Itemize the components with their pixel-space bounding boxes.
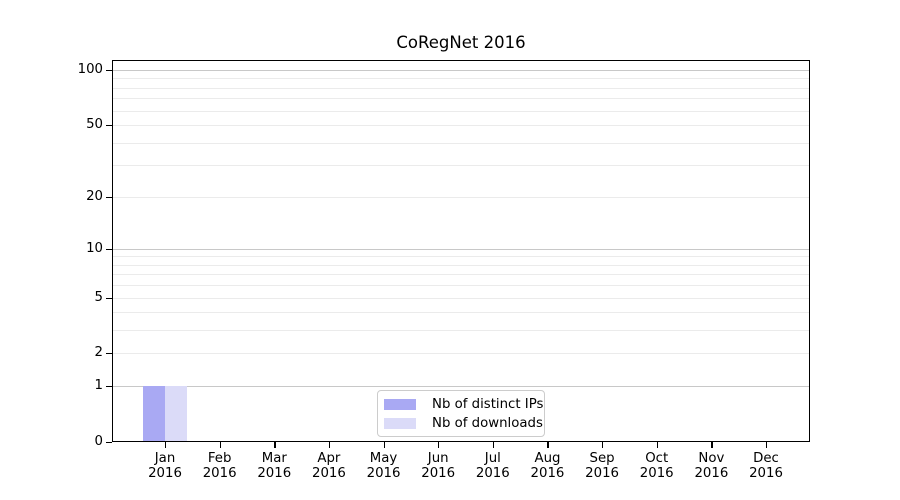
- gridline-minor: [113, 264, 809, 266]
- y-tick-label: 50: [86, 117, 103, 133]
- y-tick-label: 10: [86, 240, 103, 256]
- x-tick-mark: [165, 442, 167, 448]
- gridline-minor: [113, 110, 809, 112]
- y-tick-mark: [106, 197, 112, 199]
- legend: Nb of distinct IPs Nb of downloads: [377, 390, 545, 437]
- gridline-minor: [113, 256, 809, 258]
- x-tick-mark: [219, 442, 221, 448]
- x-tick-label: Dec 2016: [749, 451, 783, 481]
- x-tick-label: Jan 2016: [148, 451, 182, 481]
- gridline-major: [113, 70, 809, 71]
- gridline-minor: [113, 196, 809, 198]
- chart-title: CoRegNet 2016: [396, 33, 526, 52]
- y-tick-label: 1: [94, 378, 103, 394]
- legend-item-distinct-ips: Nb of distinct IPs: [384, 397, 543, 412]
- bar-downloads: [165, 386, 187, 441]
- x-tick-mark: [438, 442, 440, 448]
- y-tick-label: 20: [86, 188, 103, 204]
- legend-label-downloads: Nb of downloads: [432, 415, 543, 431]
- x-tick-mark: [328, 442, 331, 448]
- x-tick-mark: [711, 442, 713, 448]
- x-tick-mark: [656, 442, 659, 448]
- x-tick-mark: [274, 442, 276, 448]
- x-tick-label: Jul 2016: [475, 451, 510, 481]
- y-tick-mark: [106, 70, 112, 72]
- y-tick-mark: [106, 442, 112, 444]
- y-tick-label: 5: [94, 289, 103, 305]
- y-tick-mark: [106, 125, 112, 127]
- y-tick-mark: [106, 386, 112, 388]
- gridline-major: [113, 386, 809, 388]
- gridline-minor: [113, 297, 809, 299]
- gridline-minor: [113, 78, 809, 80]
- gridline-minor: [113, 353, 809, 355]
- x-tick-label: Mar 2016: [257, 451, 292, 481]
- x-tick-label: Feb 2016: [202, 451, 237, 481]
- y-tick-mark: [106, 353, 112, 355]
- x-tick-mark: [492, 442, 495, 448]
- x-tick-mark: [602, 442, 604, 448]
- legend-swatch-downloads: [384, 417, 416, 429]
- gridline-minor: [113, 87, 809, 89]
- gridline-minor: [113, 142, 809, 144]
- legend-label-distinct-ips: Nb of distinct IPs: [432, 396, 544, 412]
- bar-distinct-ips: [143, 386, 165, 441]
- x-tick-label: Sep 2016: [585, 451, 619, 481]
- y-tick-mark: [106, 249, 112, 251]
- gridline-minor: [113, 330, 809, 332]
- gridline-minor: [113, 165, 809, 167]
- x-tick-label: May 2016: [366, 451, 401, 481]
- legend-item-downloads: Nb of downloads: [384, 416, 543, 431]
- gridline-minor: [113, 285, 809, 287]
- gridline-minor: [113, 98, 809, 100]
- y-tick-label: 100: [77, 62, 103, 77]
- gridline-major: [113, 248, 809, 250]
- x-tick-mark: [547, 442, 549, 448]
- x-tick-mark: [383, 442, 385, 448]
- y-tick-mark: [106, 298, 112, 300]
- x-tick-label: Aug 2016: [530, 451, 565, 481]
- x-tick-label: Oct 2016: [639, 451, 674, 481]
- x-tick-label: Nov 2016: [694, 451, 729, 481]
- legend-swatch-distinct-ips: [384, 398, 416, 410]
- plot-area: [112, 60, 810, 442]
- gridline-minor: [113, 312, 809, 314]
- y-tick-label: 0: [94, 434, 103, 449]
- x-tick-mark: [766, 442, 768, 448]
- x-tick-label: Jun 2016: [421, 451, 456, 481]
- gridline-minor: [113, 125, 809, 127]
- y-tick-label: 2: [94, 345, 103, 361]
- x-tick-label: Apr 2016: [311, 451, 346, 481]
- gridline-minor: [113, 274, 809, 276]
